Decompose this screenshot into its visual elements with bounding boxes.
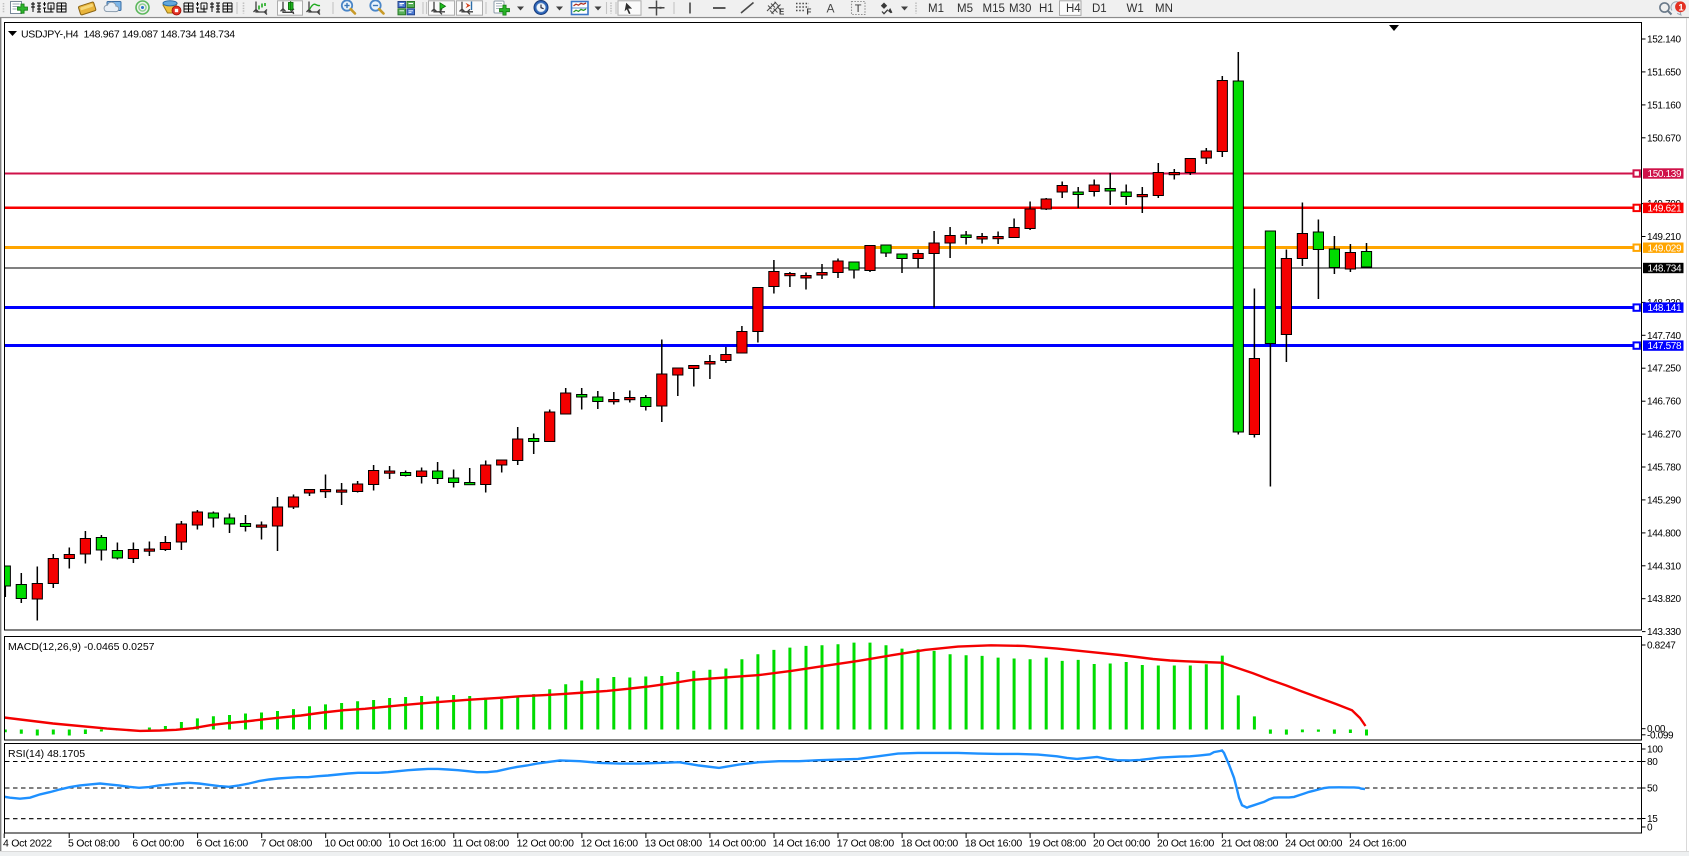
svg-text:151.650: 151.650 — [1647, 67, 1681, 78]
svg-text:147.250: 147.250 — [1647, 364, 1681, 375]
svg-text:W1: W1 — [1127, 3, 1144, 15]
svg-text:MACD(12,26,9) -0.0465 0.0257: MACD(12,26,9) -0.0465 0.0257 — [8, 641, 155, 653]
svg-text:M30: M30 — [1009, 3, 1031, 15]
svg-text:50: 50 — [1647, 784, 1658, 795]
svg-text:10 Oct 16:00: 10 Oct 16:00 — [389, 838, 447, 850]
svg-text:24 Oct 00:00: 24 Oct 00:00 — [1285, 838, 1343, 850]
svg-text:11 Oct 08:00: 11 Oct 08:00 — [453, 838, 510, 850]
svg-text:143.820: 143.820 — [1647, 594, 1681, 605]
svg-text:151.160: 151.160 — [1647, 100, 1681, 111]
svg-text:4 Oct 2022: 4 Oct 2022 — [3, 838, 52, 850]
svg-text:7 Oct 08:00: 7 Oct 08:00 — [261, 838, 313, 850]
svg-text:147.578: 147.578 — [1648, 341, 1682, 352]
svg-text:-0.099: -0.099 — [1647, 730, 1674, 741]
svg-text:24 Oct 16:00: 24 Oct 16:00 — [1349, 838, 1407, 850]
svg-text:H1: H1 — [1039, 3, 1054, 15]
svg-text:144.800: 144.800 — [1647, 528, 1681, 539]
svg-text:17 Oct 08:00: 17 Oct 08:00 — [837, 838, 895, 850]
svg-text:14 Oct 00:00: 14 Oct 00:00 — [709, 838, 767, 850]
svg-text:15: 15 — [1647, 814, 1658, 825]
svg-text:12 Oct 00:00: 12 Oct 00:00 — [517, 838, 575, 850]
svg-text:20 Oct 00:00: 20 Oct 00:00 — [1093, 838, 1151, 850]
svg-text:6 Oct 00:00: 6 Oct 00:00 — [132, 838, 184, 850]
svg-text:0.00: 0.00 — [1647, 724, 1666, 735]
svg-text:20 Oct 16:00: 20 Oct 16:00 — [1157, 838, 1215, 850]
svg-text:E: E — [779, 8, 785, 17]
svg-text:150.670: 150.670 — [1647, 133, 1681, 144]
svg-text:T: T — [855, 3, 862, 15]
svg-text:MN: MN — [1155, 3, 1173, 15]
svg-text:80: 80 — [1647, 757, 1658, 768]
svg-text:18 Oct 00:00: 18 Oct 00:00 — [901, 838, 959, 850]
svg-text:100: 100 — [1647, 745, 1663, 756]
svg-text:1: 1 — [1678, 2, 1684, 13]
svg-text:10 Oct 00:00: 10 Oct 00:00 — [325, 838, 383, 850]
svg-text:21 Oct 08:00: 21 Oct 08:00 — [1221, 838, 1279, 850]
svg-text:F: F — [807, 8, 812, 17]
svg-text:144.310: 144.310 — [1647, 561, 1681, 572]
svg-text:148.141: 148.141 — [1648, 303, 1682, 314]
svg-text:145.780: 145.780 — [1647, 463, 1681, 474]
svg-text:M5: M5 — [957, 3, 973, 15]
svg-text:6 Oct 16:00: 6 Oct 16:00 — [196, 838, 248, 850]
svg-text:146.760: 146.760 — [1647, 397, 1681, 408]
svg-text:M1: M1 — [928, 3, 944, 15]
svg-text:145.290: 145.290 — [1647, 495, 1681, 506]
svg-text:146.270: 146.270 — [1647, 430, 1681, 441]
svg-text:18 Oct 16:00: 18 Oct 16:00 — [965, 838, 1023, 850]
svg-text:147.740: 147.740 — [1647, 331, 1681, 342]
svg-text:19 Oct 08:00: 19 Oct 08:00 — [1029, 838, 1087, 850]
svg-text:M15: M15 — [983, 3, 1005, 15]
svg-text:149.210: 149.210 — [1647, 232, 1681, 243]
svg-text:149.621: 149.621 — [1648, 204, 1682, 215]
svg-text:H4: H4 — [1066, 3, 1081, 15]
svg-text:13 Oct 08:00: 13 Oct 08:00 — [645, 838, 703, 850]
svg-text:5 Oct 08:00: 5 Oct 08:00 — [68, 838, 120, 850]
svg-text:143.330: 143.330 — [1647, 627, 1681, 638]
svg-text:RSI(14) 48.1705: RSI(14) 48.1705 — [8, 748, 85, 760]
svg-text:152.140: 152.140 — [1647, 35, 1681, 46]
svg-text:0.8247: 0.8247 — [1647, 641, 1676, 652]
svg-text:150.139: 150.139 — [1648, 169, 1682, 180]
svg-text:USDJPY-,H4 148.967 149.087 14: USDJPY-,H4 148.967 149.087 148.734 148.7… — [21, 29, 235, 41]
svg-text:148.734: 148.734 — [1648, 264, 1682, 275]
svg-text:149.029: 149.029 — [1648, 243, 1682, 254]
svg-text:12 Oct 16:00: 12 Oct 16:00 — [581, 838, 639, 850]
svg-text:A: A — [827, 2, 835, 16]
svg-text:D1: D1 — [1092, 3, 1107, 15]
svg-text:0: 0 — [1647, 823, 1653, 834]
svg-text:14 Oct 16:00: 14 Oct 16:00 — [773, 838, 831, 850]
